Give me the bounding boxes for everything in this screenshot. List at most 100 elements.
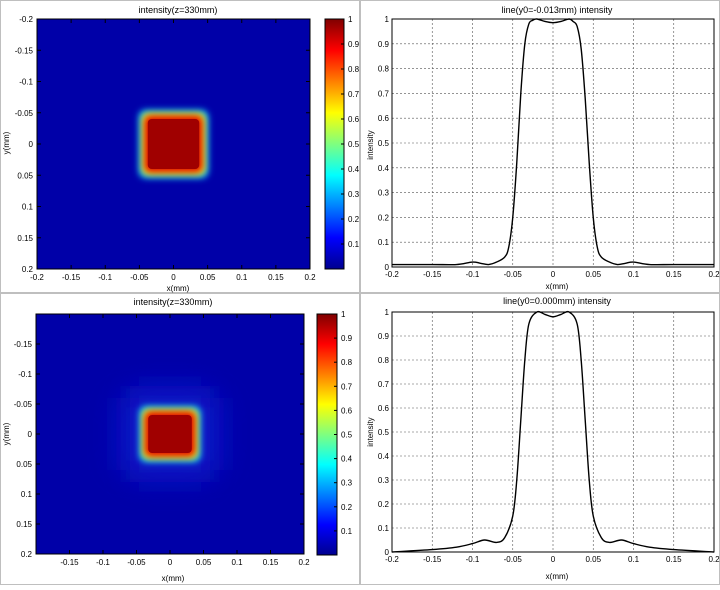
x-tick-label: -0.05 [504, 555, 523, 564]
x-tick-label: 0.1 [628, 270, 640, 279]
colorbar-tick-label: 0.3 [348, 190, 360, 199]
y-tick-label: -0.05 [15, 109, 34, 118]
ylabel-heatmap-top: y(mm) [2, 131, 11, 154]
colorbar-tick-label: 0.5 [341, 431, 353, 440]
y-tick-label: 1 [385, 308, 390, 317]
x-tick-label: 0.1 [236, 273, 248, 282]
y-tick-label: 0.4 [378, 164, 390, 173]
x-tick-label: 0 [171, 273, 176, 282]
colorbar-tick-label: 0.7 [341, 382, 353, 391]
y-tick-label: 0.1 [378, 238, 390, 247]
ylabel-line-bottom: intensity [366, 417, 375, 446]
xlabel-heatmap-bottom: x(mm) [162, 574, 185, 583]
x-tick-label: -0.15 [423, 555, 442, 564]
chart-title-line-bottom: line(y0=0.000mm) intensity [503, 296, 611, 306]
y-tick-label: 0.5 [378, 139, 390, 148]
x-tick-label: -0.15 [60, 558, 79, 567]
colorbar-tick-label: 0.9 [348, 40, 360, 49]
y-tick-label: 0.6 [378, 114, 390, 123]
y-tick-label: 0.9 [378, 40, 390, 49]
y-tick-label: 0.2 [378, 500, 390, 509]
y-tick-label: -0.15 [15, 46, 34, 55]
y-tick-label: 0.8 [378, 356, 390, 365]
x-tick-label: -0.2 [385, 270, 399, 279]
y-tick-label: -0.1 [18, 370, 32, 379]
y-tick-label: 0.15 [16, 520, 32, 529]
xlabel-line-top: x(mm) [546, 282, 569, 291]
chart-title-line-top: line(y0=-0.013mm) intensity [502, 5, 613, 15]
heatmap-square-core [147, 119, 200, 169]
colorbar-tick-label: 0.6 [341, 406, 353, 415]
x-tick-label: 0.15 [263, 558, 279, 567]
colorbar-tick-label: 0.2 [341, 503, 353, 512]
intensity-profile-line [391, 310, 715, 553]
x-tick-label: 0.15 [666, 555, 682, 564]
y-tick-label: 0.2 [378, 213, 390, 222]
ylabel-line-top: intensity [366, 130, 375, 159]
x-tick-label: 0 [551, 555, 556, 564]
y-tick-label: 0 [385, 548, 390, 557]
x-tick-label: 0.1 [231, 558, 243, 567]
x-tick-label: 0.2 [708, 270, 720, 279]
x-tick-label: -0.1 [466, 270, 480, 279]
y-tick-label: 0.3 [378, 476, 390, 485]
x-tick-label: -0.05 [130, 273, 149, 282]
line-axes-box [391, 311, 715, 553]
colorbar-tick-label: 0.5 [348, 140, 360, 149]
y-tick-label: 0.8 [378, 65, 390, 74]
colorbar-tick-label: 0.4 [341, 455, 353, 464]
y-tick-label: 0.9 [378, 332, 390, 341]
y-tick-label: 0.15 [17, 234, 33, 243]
y-tick-label: -0.15 [14, 340, 33, 349]
y-tick-label: -0.2 [19, 15, 33, 24]
x-tick-label: 0.2 [298, 558, 310, 567]
colorbar-tick-label: 1 [341, 310, 346, 319]
x-tick-label: 0.1 [628, 555, 640, 564]
colorbar-tick-label: 0.6 [348, 115, 360, 124]
x-tick-label: -0.1 [466, 555, 480, 564]
y-tick-label: 0 [28, 430, 33, 439]
heatmap-square-core [148, 415, 192, 453]
panel-frame-top-left [0, 0, 360, 293]
x-tick-label: 0 [168, 558, 173, 567]
y-tick-label: 0.7 [378, 380, 390, 389]
y-tick-label: 0.1 [21, 490, 33, 499]
x-tick-label: -0.2 [385, 555, 399, 564]
colorbar-tick-label: 0.4 [348, 165, 360, 174]
y-tick-label: 0 [29, 140, 34, 149]
intensity-profile-line [392, 18, 714, 266]
x-tick-label: 0 [551, 270, 556, 279]
x-tick-label: 0.05 [585, 555, 601, 564]
colorbar-tick-label: 0.8 [348, 65, 360, 74]
x-tick-label: -0.15 [62, 273, 81, 282]
x-tick-label: 0.15 [268, 273, 284, 282]
heatmap-field [138, 110, 209, 178]
y-tick-label: 0.05 [17, 171, 33, 180]
colorbar-tick-label: 0.9 [341, 334, 353, 343]
xlabel-line-bottom: x(mm) [546, 572, 569, 581]
y-tick-label: 0.1 [378, 524, 390, 533]
y-tick-label: -0.1 [19, 78, 33, 87]
x-tick-label: 0.2 [304, 273, 316, 282]
y-tick-label: 0.4 [378, 452, 390, 461]
y-tick-label: -0.05 [14, 400, 33, 409]
plots-layer: -0.2 -0.15 -0.1 -0.05 0 0.05 0.1 0.15 0.2 -0.2 -0.… [14, 15, 720, 567]
y-tick-label: 0.6 [378, 404, 390, 413]
x-tick-label: 0.15 [666, 270, 682, 279]
x-tick-label: -0.15 [423, 270, 442, 279]
heatmap-field [116, 386, 224, 482]
x-tick-label: 0.05 [196, 558, 212, 567]
x-tick-label: -0.2 [30, 273, 44, 282]
colorbar-tick-label: 1 [348, 15, 353, 24]
y-tick-label: 0.2 [21, 550, 33, 559]
colorbar-tick-label: 0.8 [341, 358, 353, 367]
colorbar-tick-label: 0.2 [348, 215, 360, 224]
ylabel-heatmap-bottom: y(mm) [2, 422, 11, 445]
y-tick-label: 0 [385, 263, 390, 272]
x-tick-label: -0.1 [96, 558, 110, 567]
colorbar-tick-label: 0.1 [348, 240, 360, 249]
y-tick-label: 0.05 [16, 460, 32, 469]
x-tick-label: -0.1 [98, 273, 112, 282]
y-tick-label: 0.1 [22, 203, 34, 212]
colorbar-tick-label: 0.1 [341, 527, 353, 536]
